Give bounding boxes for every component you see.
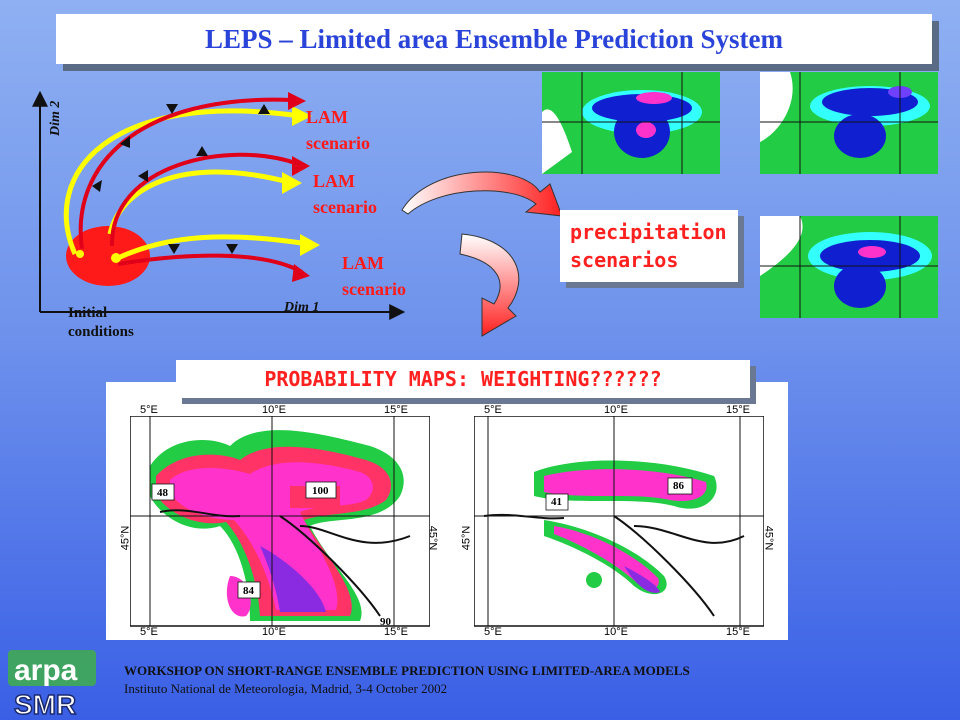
left-map-top-tick-1: 5°E [140,404,158,416]
right-map-bottom-tick-2: 10°E [604,626,628,638]
curved-arrow-down [459,233,520,337]
left-map-value-1: 48 [157,487,168,499]
initial-conditions-label: Initial conditions [68,305,134,340]
right-map-lat-right: 45°N [762,525,775,551]
precip-scenario-map-1 [542,72,720,174]
footer-line2: Instituto National de Meteorologia, Madr… [124,681,448,696]
logo-top-text: arpa [14,654,78,687]
probability-maps-box: PROBABILITY MAPS: WEIGHTING?????? [176,360,750,398]
precip-box-line1: precipitation [570,220,727,244]
logo-bottom-text: SMR [14,689,76,718]
dim2-label: Dim 2 [48,100,63,136]
yellow-path-3 [116,234,309,261]
lam-scenario-label-1: LAM scenario [306,107,370,153]
initial-point-2 [111,253,121,263]
left-map-top-tick-3: 15°E [384,404,408,416]
initial-conditions-blob [66,226,150,286]
probability-maps-label: PROBABILITY MAPS: WEIGHTING?????? [264,367,662,391]
precip-scenario-map-3 [760,216,938,318]
yellow-arrow-2 [282,172,302,194]
left-map-value-3: 84 [243,585,254,597]
precipitation-scenarios-box: precipitation scenarios [560,210,738,282]
left-map-bottom-tick-1: 5°E [140,626,158,638]
right-map-bottom-tick-3: 15°E [726,626,750,638]
right-map-lat-left: 45°N [460,525,473,551]
left-map-top-tick-2: 10°E [262,404,286,416]
right-map-value-1: 41 [551,496,562,508]
footer: WORKSHOP ON SHORT-RANGE ENSEMBLE PREDICT… [124,662,690,698]
red-path-2 [109,152,299,247]
lam-scenario-label-3: LAM scenario [342,253,406,299]
red-arrow-3 [292,264,310,282]
yellow-arrow-3 [300,234,320,256]
yellow-path-2 [107,169,289,235]
ensemble-diagram [32,90,406,320]
red-path-3 [117,253,303,274]
red-arrow-2 [292,156,310,176]
red-arrow-1 [288,92,306,110]
curved-arrow-right [401,171,563,217]
lam-scenario-label-2: LAM scenario [313,171,377,217]
right-map-top-tick-2: 10°E [604,404,628,416]
arpa-smr-logo: arpa SMR [8,650,96,718]
right-map-value-2: 86 [673,480,684,492]
yellow-arrow-1 [292,106,312,126]
flow-arrowheads [92,104,270,254]
right-map-top-tick-1: 5°E [484,404,502,416]
dim1-label: Dim 1 [284,300,320,315]
left-map-bottom-tick-3: 15°E [384,626,408,638]
right-map-top-tick-3: 15°E [726,404,750,416]
title-banner: LEPS – Limited area Ensemble Prediction … [56,14,932,64]
probability-map-left [130,416,430,627]
footer-line1: WORKSHOP ON SHORT-RANGE ENSEMBLE PREDICT… [124,663,690,678]
precip-box-line2: scenarios [570,248,679,272]
precip-scenario-map-2 [760,72,938,174]
left-map-value-2: 100 [312,485,329,497]
left-map-bottom-tick-2: 10°E [262,626,286,638]
left-map-lat-left: 45°N [119,525,132,551]
probability-map-right [474,416,764,627]
page-title: LEPS – Limited area Ensemble Prediction … [205,23,783,54]
left-map-lat-right: 45°N [426,525,439,551]
right-map-bottom-tick-1: 5°E [484,626,502,638]
initial-point-1 [76,250,84,258]
yellow-path-1 [63,108,301,255]
left-map-value-4: 90 [380,616,391,628]
